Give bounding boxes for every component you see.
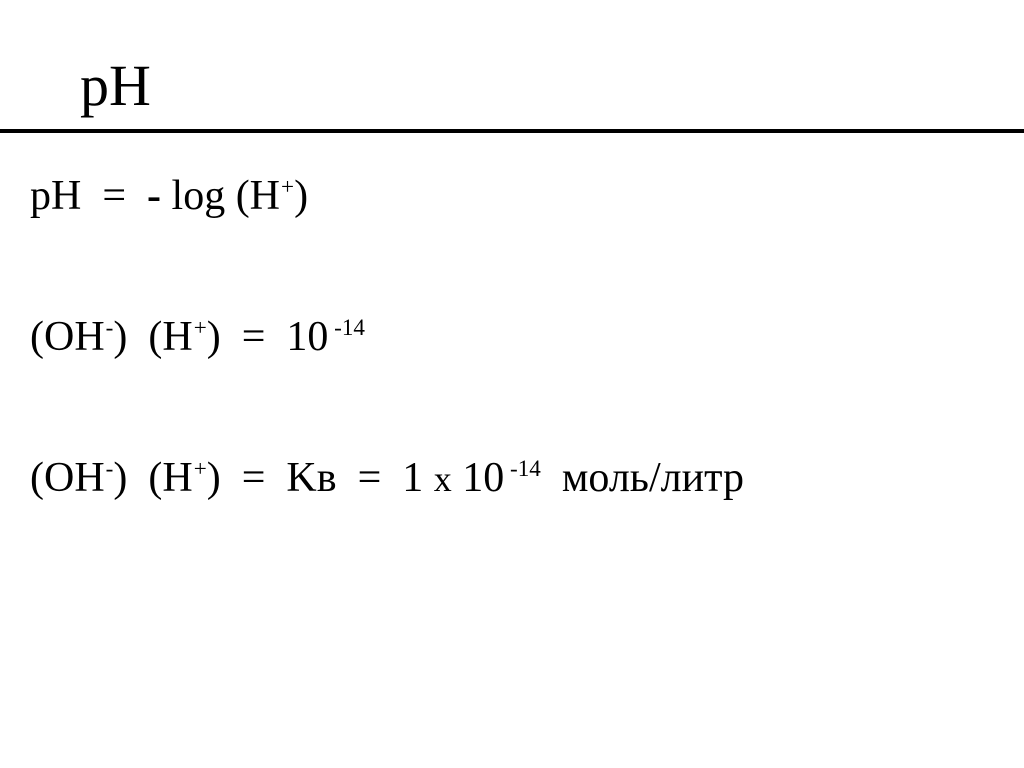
eq2-h-open: (H (148, 314, 192, 360)
content-area: pH = - log (H+) (OH-) (H+) = 10 -14 (OH-… (0, 133, 1024, 502)
equation-3: (OH-) (H+) = Kв = 1 x 10 -14 моль/литр (30, 455, 1024, 501)
eq3-unit: моль/литр (562, 455, 744, 501)
eq3-coef: 1 (402, 455, 423, 501)
equation-1: pH = - log (H+) (30, 173, 1024, 219)
slide-container: pH pH = - log (H+) (OH-) (H+) = 10 -14 (… (0, 0, 1024, 768)
eq2-oh-open: (OH (30, 314, 105, 360)
eq3-equals-2: = (358, 455, 382, 501)
eq3-equals-1: = (242, 455, 266, 501)
eq3-oh-close: ) (113, 455, 127, 501)
eq2-oh-close: ) (113, 314, 127, 360)
slide-title: pH (80, 52, 1024, 119)
title-area: pH (0, 0, 1024, 129)
eq1-log: log (H (172, 173, 281, 219)
eq3-h-sup: + (194, 455, 207, 481)
eq2-base: 10 (286, 314, 328, 360)
eq2-h-close: ) (207, 314, 221, 360)
eq2-h-sup: + (194, 314, 207, 340)
eq1-equals: = (102, 173, 126, 219)
eq1-sup-plus: + (281, 173, 294, 199)
eq3-oh-sup: - (106, 455, 114, 481)
eq3-times: x (434, 459, 452, 499)
eq1-close: ) (294, 173, 308, 219)
eq3-kv: Kв (286, 455, 336, 501)
eq2-equals: = (242, 314, 266, 360)
eq3-h-close: ) (207, 455, 221, 501)
eq3-oh-open: (OH (30, 455, 105, 501)
eq2-oh-sup: - (106, 314, 114, 340)
eq3-h-open: (H (148, 455, 192, 501)
eq3-exp: -14 (504, 455, 541, 481)
equation-2: (OH-) (H+) = 10 -14 (30, 314, 1024, 360)
eq1-lhs: pH (30, 173, 81, 219)
eq2-exp: -14 (328, 314, 365, 340)
eq3-base: 10 (462, 455, 504, 501)
eq1-minus: - (147, 173, 161, 219)
